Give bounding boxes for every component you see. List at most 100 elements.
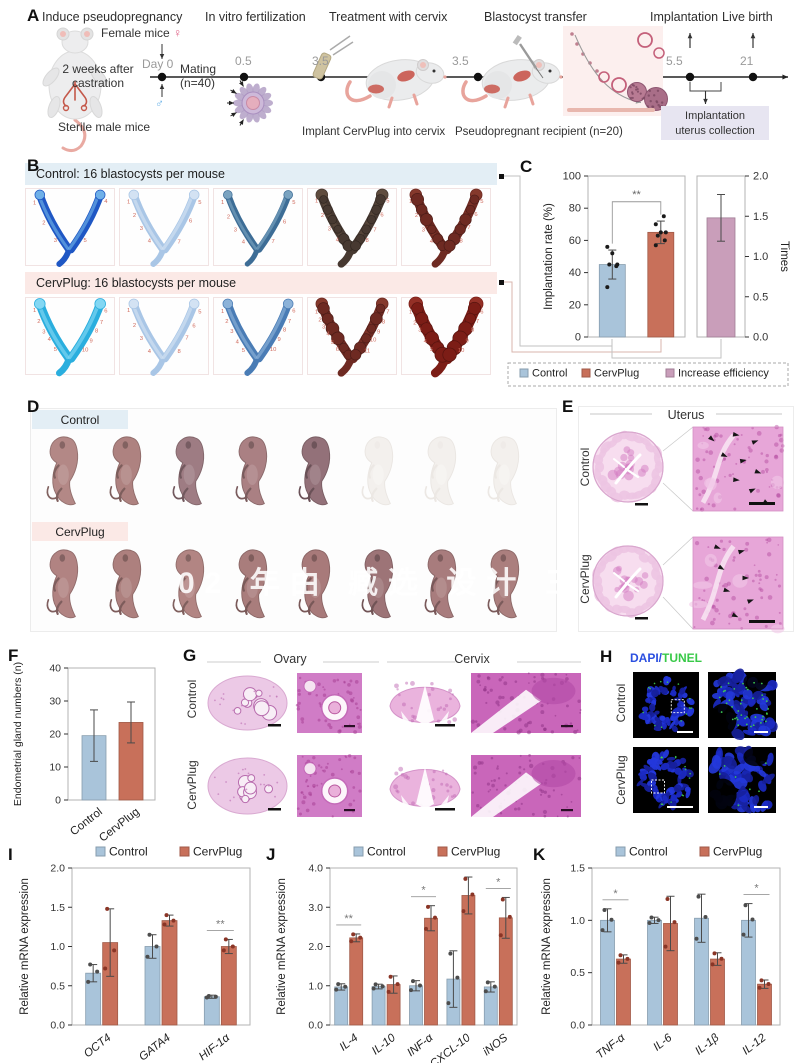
panel-i-label: I: [8, 845, 13, 864]
collection-line1: Implantation: [685, 110, 745, 122]
svg-text:10: 10: [82, 347, 89, 353]
svg-text:7: 7: [467, 225, 470, 231]
uterus-section-image: [592, 430, 664, 503]
svg-text:10: 10: [270, 347, 277, 353]
panel-c-label: C: [520, 157, 533, 176]
embryo-illustration: [226, 80, 273, 126]
panel-f-label: F: [8, 646, 19, 665]
ovary-section-image: [207, 757, 288, 815]
svg-text:3: 3: [422, 228, 425, 234]
svg-text:IL-10: IL-10: [370, 1032, 399, 1058]
control-header-band: Control: 16 blastocysts per mouse: [25, 163, 497, 185]
implantation-rate-chart: 0 20 40 60 80 100 Implantation rate (%) ** 0.0 0.…: [499, 171, 790, 387]
svg-text:6: 6: [480, 310, 483, 316]
svg-text:CervPlug: CervPlug: [451, 845, 500, 859]
g-cervplug-label: CervPlug: [185, 760, 199, 810]
panel-g-label: G: [183, 646, 197, 665]
svg-text:4: 4: [148, 349, 152, 355]
svg-text:1: 1: [315, 198, 318, 204]
pup-illustration: [487, 549, 520, 619]
svg-text:8: 8: [471, 328, 474, 334]
chart-c-legend: Control CervPlug Increase efficiency: [507, 362, 789, 387]
timepoint-3-5b: 3.5: [452, 54, 469, 68]
svg-text:1: 1: [127, 199, 130, 205]
step-title-transfer: Blastocyst transfer: [484, 10, 587, 24]
svg-text:4: 4: [326, 331, 330, 337]
svg-text:7: 7: [100, 320, 103, 326]
svg-text:7: 7: [185, 335, 188, 341]
svg-text:6: 6: [104, 308, 107, 314]
svg-text:8: 8: [382, 320, 385, 326]
pup-illustration: [361, 436, 394, 506]
sterile-male-label: Sterile male mice: [58, 120, 151, 134]
mating-n-label: (n=40): [180, 76, 216, 90]
blastocyst-illustration: [563, 26, 668, 116]
female-mice-text: Female mice: [101, 26, 170, 40]
svg-text:5: 5: [54, 347, 57, 353]
svg-text:Control: Control: [532, 368, 567, 380]
svg-text:4: 4: [104, 199, 108, 205]
panel-b-label: B: [27, 156, 40, 175]
svg-text:Implantation rate (%): Implantation rate (%): [543, 203, 555, 310]
svg-text:4: 4: [236, 339, 240, 345]
dapi-tunel-title: DAPI/TUNEL: [630, 651, 702, 665]
svg-text:1: 1: [221, 200, 224, 206]
svg-text:0.5: 0.5: [753, 291, 768, 303]
svg-text:HIF-1α: HIF-1α: [197, 1032, 233, 1063]
uterus-zoom-image: [689, 536, 785, 634]
e-control-label: Control: [578, 447, 592, 487]
svg-text:GATA4: GATA4: [137, 1032, 173, 1063]
svg-text:40: 40: [49, 663, 61, 675]
svg-text:**: **: [216, 918, 225, 930]
svg-text:Relative mRNA expression: Relative mRNA expression: [19, 878, 31, 1015]
svg-text:0.0: 0.0: [570, 1020, 585, 1032]
pup-illustration: [172, 549, 205, 619]
fluorescence-zoom-image: [708, 745, 776, 814]
svg-text:Control: Control: [109, 845, 148, 859]
svg-text:7: 7: [476, 319, 479, 325]
b-to-c-connectors: [499, 174, 722, 359]
mrna-chart-k: 0.0 0.5 1.0 1.5 Relative mRNA expression Cont…: [541, 845, 781, 1062]
pup-illustration: [235, 549, 268, 619]
svg-text:Control: Control: [629, 845, 668, 859]
svg-text:0: 0: [55, 795, 61, 807]
fluorescence-section-image: [633, 747, 699, 813]
svg-text:0: 0: [575, 332, 581, 344]
svg-text:5: 5: [292, 200, 295, 206]
svg-text:**: **: [632, 189, 641, 201]
step-title-induce: Induce pseudopregnancy: [42, 10, 183, 24]
svg-text:4.0: 4.0: [308, 863, 323, 875]
svg-text:0.0: 0.0: [50, 1020, 65, 1032]
cervix-section-image: [389, 681, 461, 727]
uterus-image: 1 2 34 5 6 7 8: [401, 188, 491, 268]
svg-text:1: 1: [409, 199, 412, 205]
pup-illustration: [46, 436, 79, 506]
svg-text:2.0: 2.0: [50, 863, 65, 875]
svg-text:10: 10: [370, 338, 377, 344]
svg-text:CervPlug: CervPlug: [97, 806, 142, 845]
svg-text:6: 6: [283, 220, 286, 226]
svg-text:3: 3: [230, 329, 233, 335]
svg-text:7: 7: [288, 319, 291, 325]
svg-text:20: 20: [569, 299, 581, 311]
panel-k-label: K: [533, 845, 546, 864]
castration-label: 2 weeks after castration: [50, 62, 146, 90]
pup-illustration: [298, 549, 331, 619]
svg-text:1.5: 1.5: [50, 902, 65, 914]
svg-text:1: 1: [127, 308, 130, 314]
svg-text:INF-α: INF-α: [405, 1032, 436, 1060]
svg-text:2.0: 2.0: [308, 941, 323, 953]
cervplug-uteri-row: 1 2 3 4 5 6 7 8 9 10 1 2 3 4 5 6 7 8 1 2 3 4 5 6 7 8 9 10 1 2 3 4 5 6 7 8 9 1…: [25, 296, 491, 378]
svg-text:1: 1: [33, 308, 36, 314]
svg-text:3: 3: [140, 336, 143, 342]
svg-text:TNF-α: TNF-α: [594, 1032, 628, 1062]
cervix-section-image: [389, 766, 461, 811]
svg-text:5: 5: [198, 309, 201, 315]
step-title-implantation: Implantation: [650, 10, 719, 24]
dapi-label: DAPI: [630, 651, 659, 665]
